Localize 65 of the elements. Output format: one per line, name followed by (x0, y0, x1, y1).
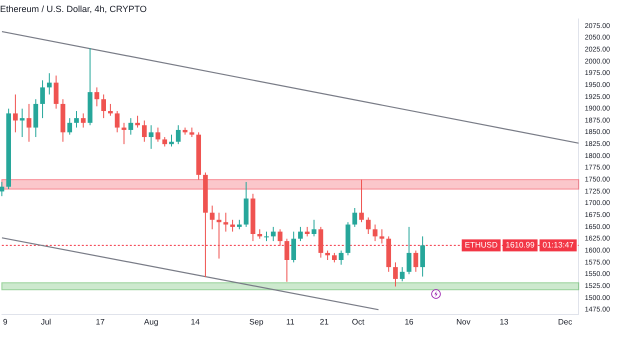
candlestick (67, 118, 72, 136)
candlestick (114, 110, 120, 133)
candlestick (101, 94, 106, 119)
candlestick (236, 219, 242, 230)
candlestick (352, 207, 358, 228)
x-tick-label: Sep (249, 317, 264, 326)
candlestick (372, 224, 378, 242)
candlestick (80, 112, 86, 128)
x-tick-label: 9 (3, 317, 8, 326)
candlestick (13, 94, 18, 133)
ref-line-label: ETHUSD (464, 240, 498, 250)
annotation: 01:13:47 (542, 240, 574, 250)
candlestick (291, 231, 296, 263)
candlestick (406, 226, 412, 275)
x-tick-label: Aug (144, 317, 158, 326)
candlestick (156, 127, 160, 142)
candlestick (304, 226, 310, 237)
candlestick (108, 103, 113, 116)
chart-title: Ethereum / U.S. Dollar, 4h, CRYPTO (0, 4, 147, 14)
candlestick (366, 216, 371, 234)
candlestick (0, 181, 4, 197)
candlestick (359, 179, 364, 223)
candlestick (33, 98, 38, 138)
candlestick (393, 262, 398, 287)
candlestick (318, 226, 324, 258)
candlestick (284, 238, 290, 282)
x-tick-label: 14 (190, 317, 200, 326)
x-tick-label: 11 (286, 317, 295, 326)
candlestick (270, 226, 276, 242)
candlestick (264, 231, 269, 242)
candlestick (40, 80, 45, 119)
x-tick-label: 16 (404, 317, 414, 326)
candlestick (142, 120, 147, 142)
annotation: 1610.99 (506, 240, 536, 250)
candlestick (46, 72, 52, 95)
candlestick (278, 228, 282, 246)
candlestick (74, 110, 79, 128)
candlestick (312, 219, 316, 237)
candlestick (94, 86, 100, 107)
x-tick-label: 21 (320, 317, 330, 326)
x-tick-label: Dec (558, 317, 572, 326)
candlestick (26, 103, 32, 142)
candlestick (230, 219, 235, 232)
candlestick (148, 124, 154, 150)
candlestick (420, 236, 425, 278)
candlestick (122, 122, 126, 145)
candlestick (20, 108, 25, 138)
candlestick (176, 124, 181, 145)
candlestick (223, 212, 228, 232)
candlestick (257, 228, 262, 240)
candlestick (400, 266, 405, 282)
x-tick-label: Jul (40, 317, 52, 326)
x-tick-label: Nov (456, 317, 470, 326)
x-tick-label: 17 (96, 317, 106, 326)
candlestick (413, 250, 418, 272)
x-tick-label: 13 (500, 317, 510, 326)
candlestick (162, 136, 168, 147)
candlestick (338, 250, 344, 266)
candlestick (325, 250, 330, 261)
candlestick (54, 75, 58, 110)
candlestick (128, 118, 134, 136)
candlestick (332, 252, 337, 263)
candlestick (210, 205, 215, 230)
candlestick (298, 226, 303, 242)
x-tick-label: Oct (352, 317, 366, 326)
